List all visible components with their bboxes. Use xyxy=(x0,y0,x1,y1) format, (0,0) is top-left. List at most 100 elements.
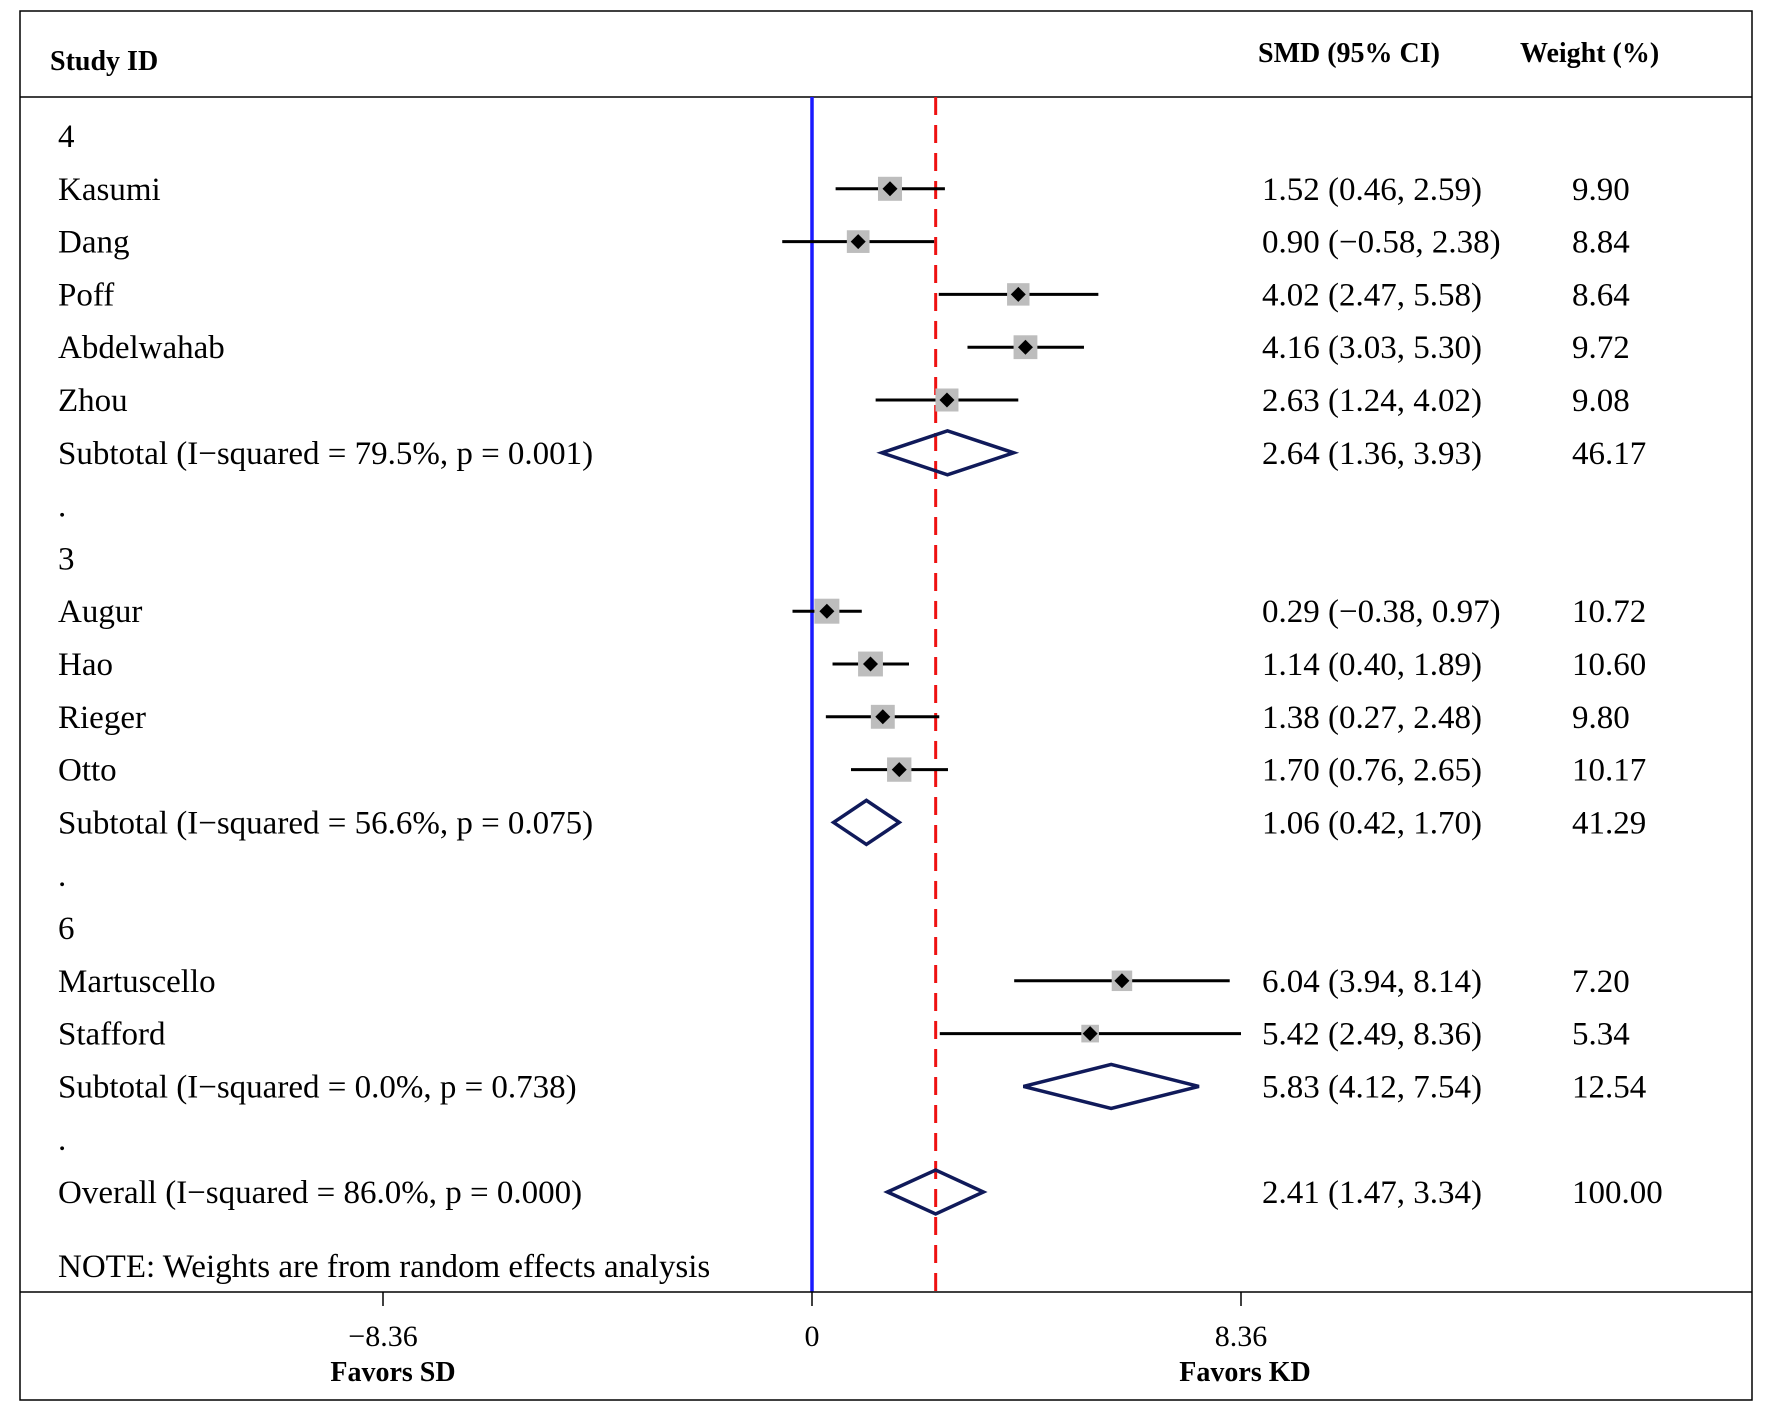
spacer-row: . xyxy=(58,858,66,894)
spacer-row: . xyxy=(58,489,66,525)
overall-row: Overall (I−squared = 86.0%, p = 0.000) 2.… xyxy=(58,1168,1663,1216)
note-text: NOTE: Weights are from random effects an… xyxy=(58,1249,710,1285)
point-estimate-marker xyxy=(1010,286,1026,302)
smd-ci-value: 2.63 (1.24, 4.02) xyxy=(1262,383,1482,419)
point-estimate-marker xyxy=(863,656,878,672)
study-row: Dang 0.90 (−0.58, 2.38) 8.84 xyxy=(58,225,1630,261)
weight-value: 9.80 xyxy=(1572,700,1630,736)
weight-value: 8.64 xyxy=(1572,277,1630,313)
study-label: Zhou xyxy=(58,383,128,419)
overall-label: Overall (I−squared = 86.0%, p = 0.000) xyxy=(58,1175,582,1211)
smd-ci-value: 0.90 (−0.58, 2.38) xyxy=(1262,225,1501,261)
point-estimate-marker xyxy=(1114,973,1130,989)
point-estimate-marker xyxy=(850,234,866,250)
subtotal-diamond xyxy=(1022,1062,1200,1111)
point-estimate-marker xyxy=(1017,339,1033,355)
group-label: 6 xyxy=(58,911,75,947)
group-row: 4 xyxy=(58,119,75,155)
weight-value: 9.08 xyxy=(1572,383,1630,419)
smd-ci-value: 1.70 (0.76, 2.65) xyxy=(1262,753,1482,789)
smd-ci-value: 6.04 (3.94, 8.14) xyxy=(1262,964,1482,1000)
x-tick-label: 0 xyxy=(805,1320,820,1353)
smd-ci-value: 2.64 (1.36, 3.93) xyxy=(1262,436,1482,472)
smd-ci-value: 4.16 (3.03, 5.30) xyxy=(1262,330,1482,366)
forest-rows: 4 Kasumi 1.52 (0.46, 2.59) 9.90 Dang 0.90 (−0… xyxy=(58,119,1663,1216)
weight-value: 10.60 xyxy=(1572,647,1646,683)
study-row: Stafford 5.42 (2.49, 8.36) 5.34 xyxy=(58,1017,1630,1053)
weight-value: 9.72 xyxy=(1572,330,1630,366)
study-row: Kasumi 1.52 (0.46, 2.59) 9.90 xyxy=(58,172,1630,208)
study-row: Rieger 1.38 (0.27, 2.48) 9.80 xyxy=(58,700,1630,736)
spacer-label: . xyxy=(58,489,66,525)
weight-value: 10.17 xyxy=(1572,753,1646,789)
study-row: Abdelwahab 4.16 (3.03, 5.30) 9.72 xyxy=(58,330,1630,366)
reference-lines xyxy=(810,97,938,1292)
weight-value: 5.34 xyxy=(1572,1017,1630,1053)
subtotal-diamond xyxy=(876,428,1020,477)
header-weight: Weight (%) xyxy=(1520,38,1659,69)
point-estimate-marker xyxy=(891,762,907,778)
subtotal-row: Subtotal (I−squared = 79.5%, p = 0.001) 2… xyxy=(58,428,1646,477)
weight-value: 41.29 xyxy=(1572,805,1646,841)
smd-ci-value: 5.42 (2.49, 8.36) xyxy=(1262,1017,1482,1053)
weight-value: 9.90 xyxy=(1572,172,1630,208)
group-label: 3 xyxy=(58,541,75,577)
weight-value: 7.20 xyxy=(1572,964,1630,1000)
weight-value: 8.84 xyxy=(1572,225,1630,261)
x-label-favors-kd: Favors KD xyxy=(1179,1357,1310,1388)
study-row: Otto 1.70 (0.76, 2.65) 10.17 xyxy=(58,753,1646,789)
group-row: 6 xyxy=(58,911,75,947)
study-label: Dang xyxy=(58,225,129,261)
study-label: Rieger xyxy=(58,700,146,736)
overall-diamond xyxy=(883,1168,988,1216)
study-label: Hao xyxy=(58,647,113,683)
point-estimate-marker xyxy=(939,392,955,408)
point-estimate-marker xyxy=(882,181,898,197)
smd-ci-value: 1.14 (0.40, 1.89) xyxy=(1262,647,1482,683)
subtotal-row: Subtotal (I−squared = 0.0%, p = 0.738) 5.… xyxy=(58,1062,1646,1111)
point-estimate-marker xyxy=(819,603,835,619)
spacer-label: . xyxy=(58,858,66,894)
smd-ci-value: 1.06 (0.42, 1.70) xyxy=(1262,805,1482,841)
study-row: Zhou 2.63 (1.24, 4.02) 9.08 xyxy=(58,383,1630,419)
study-label: Kasumi xyxy=(58,172,161,208)
subtotal-row: Subtotal (I−squared = 56.6%, p = 0.075) 1… xyxy=(58,798,1646,847)
study-row: Martuscello 6.04 (3.94, 8.14) 7.20 xyxy=(58,964,1630,1000)
weight-value: 46.17 xyxy=(1572,436,1646,472)
x-label-favors-sd: Favors SD xyxy=(330,1357,455,1388)
weight-value: 12.54 xyxy=(1572,1069,1646,1105)
weight-value: 10.72 xyxy=(1572,594,1646,630)
x-tick-label: 8.36 xyxy=(1215,1320,1268,1353)
subtotal-label: Subtotal (I−squared = 0.0%, p = 0.738) xyxy=(58,1069,577,1105)
study-row: Augur 0.29 (−0.38, 0.97) 10.72 xyxy=(58,594,1646,630)
study-row: Poff 4.02 (2.47, 5.58) 8.64 xyxy=(58,277,1630,313)
study-label: Augur xyxy=(58,594,142,630)
x-axis-ticks: −8.36 0 8.36 xyxy=(348,1292,1267,1353)
smd-ci-value: 2.41 (1.47, 3.34) xyxy=(1262,1175,1482,1211)
spacer-label: . xyxy=(58,1122,66,1158)
study-label: Martuscello xyxy=(58,964,216,1000)
smd-ci-value: 1.52 (0.46, 2.59) xyxy=(1262,172,1482,208)
study-label: Poff xyxy=(58,277,114,313)
study-label: Stafford xyxy=(58,1017,166,1053)
header-study-id: Study ID xyxy=(50,46,158,77)
smd-ci-value: 1.38 (0.27, 2.48) xyxy=(1262,700,1482,736)
group-row: 3 xyxy=(58,541,75,577)
point-estimate-marker xyxy=(875,709,891,725)
group-label: 4 xyxy=(58,119,75,155)
subtotal-diamond xyxy=(830,798,903,847)
subtotal-label: Subtotal (I−squared = 79.5%, p = 0.001) xyxy=(58,436,593,472)
header-smd: SMD (95% CI) xyxy=(1258,38,1440,69)
spacer-row: . xyxy=(58,1122,66,1158)
study-label: Otto xyxy=(58,753,117,789)
smd-ci-value: 5.83 (4.12, 7.54) xyxy=(1262,1069,1482,1105)
subtotal-label: Subtotal (I−squared = 56.6%, p = 0.075) xyxy=(58,805,593,841)
x-tick-label: −8.36 xyxy=(348,1320,417,1353)
smd-ci-value: 0.29 (−0.38, 0.97) xyxy=(1262,594,1501,630)
smd-ci-value: 4.02 (2.47, 5.58) xyxy=(1262,277,1482,313)
study-label: Abdelwahab xyxy=(58,330,225,366)
study-row: Hao 1.14 (0.40, 1.89) 10.60 xyxy=(58,647,1646,683)
point-estimate-marker xyxy=(1082,1026,1098,1042)
weight-value: 100.00 xyxy=(1572,1175,1663,1211)
